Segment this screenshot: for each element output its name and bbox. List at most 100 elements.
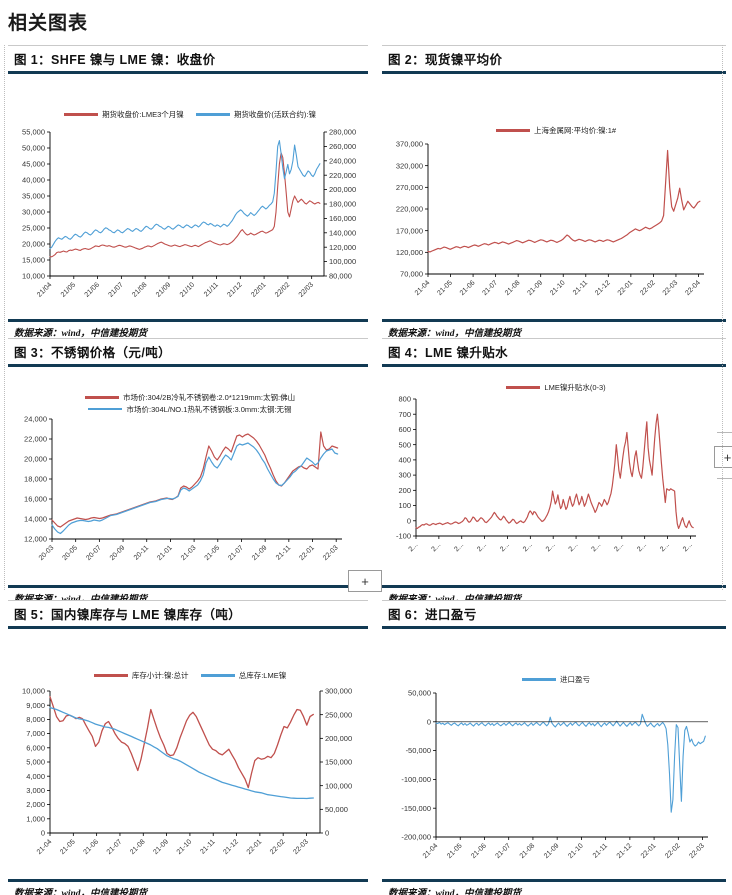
svg-text:21-09: 21-09 [251,544,269,562]
svg-text:9,000: 9,000 [26,701,45,710]
svg-text:100,000: 100,000 [329,257,356,266]
svg-text:270,000: 270,000 [396,183,423,192]
chart-3-source: 数据来源：wind，中信建投期货 [8,588,368,605]
legend-item-1: 市场价:304/2B冷轧不锈钢卷:2.0*1219mm:太钢:佛山 [84,391,295,403]
legend-label-1: 期货收盘价:LME3个月镍 [102,109,184,119]
svg-text:2...: 2... [453,541,465,553]
chart-5-source: 数据来源：wind，中信建投期货 [14,888,148,895]
chart-2-rule [382,71,726,74]
svg-text:20-09: 20-09 [109,544,127,562]
chart-2-legend: 上海金属网:平均价:镍:1# [382,124,726,136]
svg-text:50,000: 50,000 [408,689,431,698]
chart-3-foot-rule [8,585,368,588]
svg-text:18,000: 18,000 [24,475,47,484]
svg-text:70,000: 70,000 [400,270,423,279]
page-guide-line-left [4,45,5,590]
legend-label-1: 库存小计:镍:总计 [131,670,189,680]
svg-text:21-12: 21-12 [594,279,612,297]
legend-label-1: LME镍升贴水(0-3) [544,382,606,392]
svg-text:40,000: 40,000 [22,176,45,185]
chart-card-1: 图 1：SHFE 镍与 LME 镍：收盘价 期货收盘价:LME3个月镍 期货收盘… [8,45,368,339]
svg-text:21-08: 21-08 [504,279,522,297]
legend-label-2: 期货收盘价(活跃合约):镍 [233,109,317,119]
chart-1-legend: 期货收盘价:LME3个月镍 期货收盘价(活跃合约):镍 [8,108,368,120]
chart-3-legend: 市场价:304/2B冷轧不锈钢卷:2.0*1219mm:太钢:佛山 市场价:30… [8,391,368,415]
chart-6-rule [382,626,726,629]
svg-text:30,000: 30,000 [22,208,45,217]
svg-text:22-03: 22-03 [292,838,310,856]
right-edge-divider-bottom [717,478,732,479]
legend-item-1: 上海金属网:平均价:镍:1# [495,124,616,136]
svg-text:21/10: 21/10 [179,281,196,298]
chart-1-foot-rule [8,319,368,322]
chart-6-plot: -200,000 -150,000 -100,000 -50,000 0 50,000 21… [382,687,726,877]
svg-text:10,000: 10,000 [22,272,45,281]
svg-text:100: 100 [398,501,411,510]
svg-text:120,000: 120,000 [396,248,423,257]
zoom-in-button-left[interactable]: + [348,570,382,592]
chart-3-plot: 12,000 14,000 16,000 18,000 20,000 22,000 24,0… [8,413,368,583]
svg-text:20-05: 20-05 [61,544,79,562]
chart-card-4: 图 4：LME 镍升贴水 LME镍升贴水(0-3) -100 0 100 200 300… [382,338,726,605]
svg-text:20,000: 20,000 [24,455,47,464]
svg-text:21/04: 21/04 [36,281,53,298]
chart-4-title: 图 4：LME 镍升贴水 [382,338,726,364]
chart-4-foot-rule [382,585,726,588]
svg-text:22-03: 22-03 [662,279,680,297]
svg-text:0: 0 [41,829,45,838]
svg-text:21-06: 21-06 [459,279,477,297]
svg-text:7,000: 7,000 [26,729,45,738]
svg-text:1,000: 1,000 [26,814,45,823]
svg-text:8,000: 8,000 [26,715,45,724]
svg-text:-150,000: -150,000 [401,804,431,813]
svg-text:3,000: 3,000 [26,786,45,795]
chart-4-plot: -100 0 100 200 300 400 500 600 700 800 2... 2... 2..… [382,375,726,580]
svg-text:220,000: 220,000 [396,205,423,214]
svg-text:21-05: 21-05 [446,842,464,860]
svg-text:21/09: 21/09 [155,281,172,298]
svg-text:180,000: 180,000 [329,200,356,209]
svg-text:140,000: 140,000 [329,228,356,237]
chart-1-rule [8,71,368,74]
svg-text:20,000: 20,000 [22,240,45,249]
chart-3-rule [8,364,368,367]
legend-swatch-red [495,128,530,132]
svg-text:240,000: 240,000 [329,156,356,165]
chart-2-plot: 70,000 120,000 170,000 220,000 270,000 320,00… [382,138,726,316]
svg-text:800: 800 [398,395,411,404]
svg-text:700: 700 [398,410,411,419]
svg-text:320,000: 320,000 [396,161,423,170]
svg-text:-50,000: -50,000 [406,746,431,755]
svg-text:21-10: 21-10 [567,842,585,860]
legend-item-1: 库存小计:镍:总计 [93,669,189,681]
svg-text:50,000: 50,000 [325,805,348,814]
svg-text:-200,000: -200,000 [401,833,431,842]
svg-text:21-11: 21-11 [275,544,292,561]
svg-text:22-04: 22-04 [684,279,702,297]
zoom-in-button-right[interactable]: + [714,446,732,468]
legend-swatch-red [93,673,128,677]
svg-text:400: 400 [398,455,411,464]
svg-text:21-08: 21-08 [129,838,147,856]
svg-text:21-07: 21-07 [495,842,513,860]
legend-item-2: 总库存:LME镍 [200,669,286,681]
svg-text:21-04: 21-04 [36,838,54,856]
svg-text:2...: 2... [408,541,420,553]
chart-5-title: 图 5：国内镍库存与 LME 镍库存（吨） [8,600,368,626]
legend-swatch-blue [195,112,230,116]
legend-swatch-blue [200,673,235,677]
svg-text:370,000: 370,000 [396,140,423,149]
svg-text:2...: 2... [499,541,511,553]
svg-text:300,000: 300,000 [325,687,352,696]
svg-text:2...: 2... [682,541,694,553]
chart-card-5: 图 5：国内镍库存与 LME 镍库存（吨） 库存小计:镍:总计 总库存:LME镍… [8,600,368,895]
svg-text:22-02: 22-02 [639,279,657,297]
chart-2-source: 数据来源：wind，中信建投期货 [388,328,522,339]
svg-text:2...: 2... [545,541,557,553]
svg-text:5,000: 5,000 [26,758,45,767]
svg-text:-100: -100 [396,532,411,541]
svg-text:16,000: 16,000 [24,495,47,504]
chart-card-3: 图 3：不锈钢价格（元/吨） 市场价:304/2B冷轧不锈钢卷:2.0*1219… [8,338,368,605]
chart-1-source: 数据来源：wind，中信建投期货 [14,328,148,339]
